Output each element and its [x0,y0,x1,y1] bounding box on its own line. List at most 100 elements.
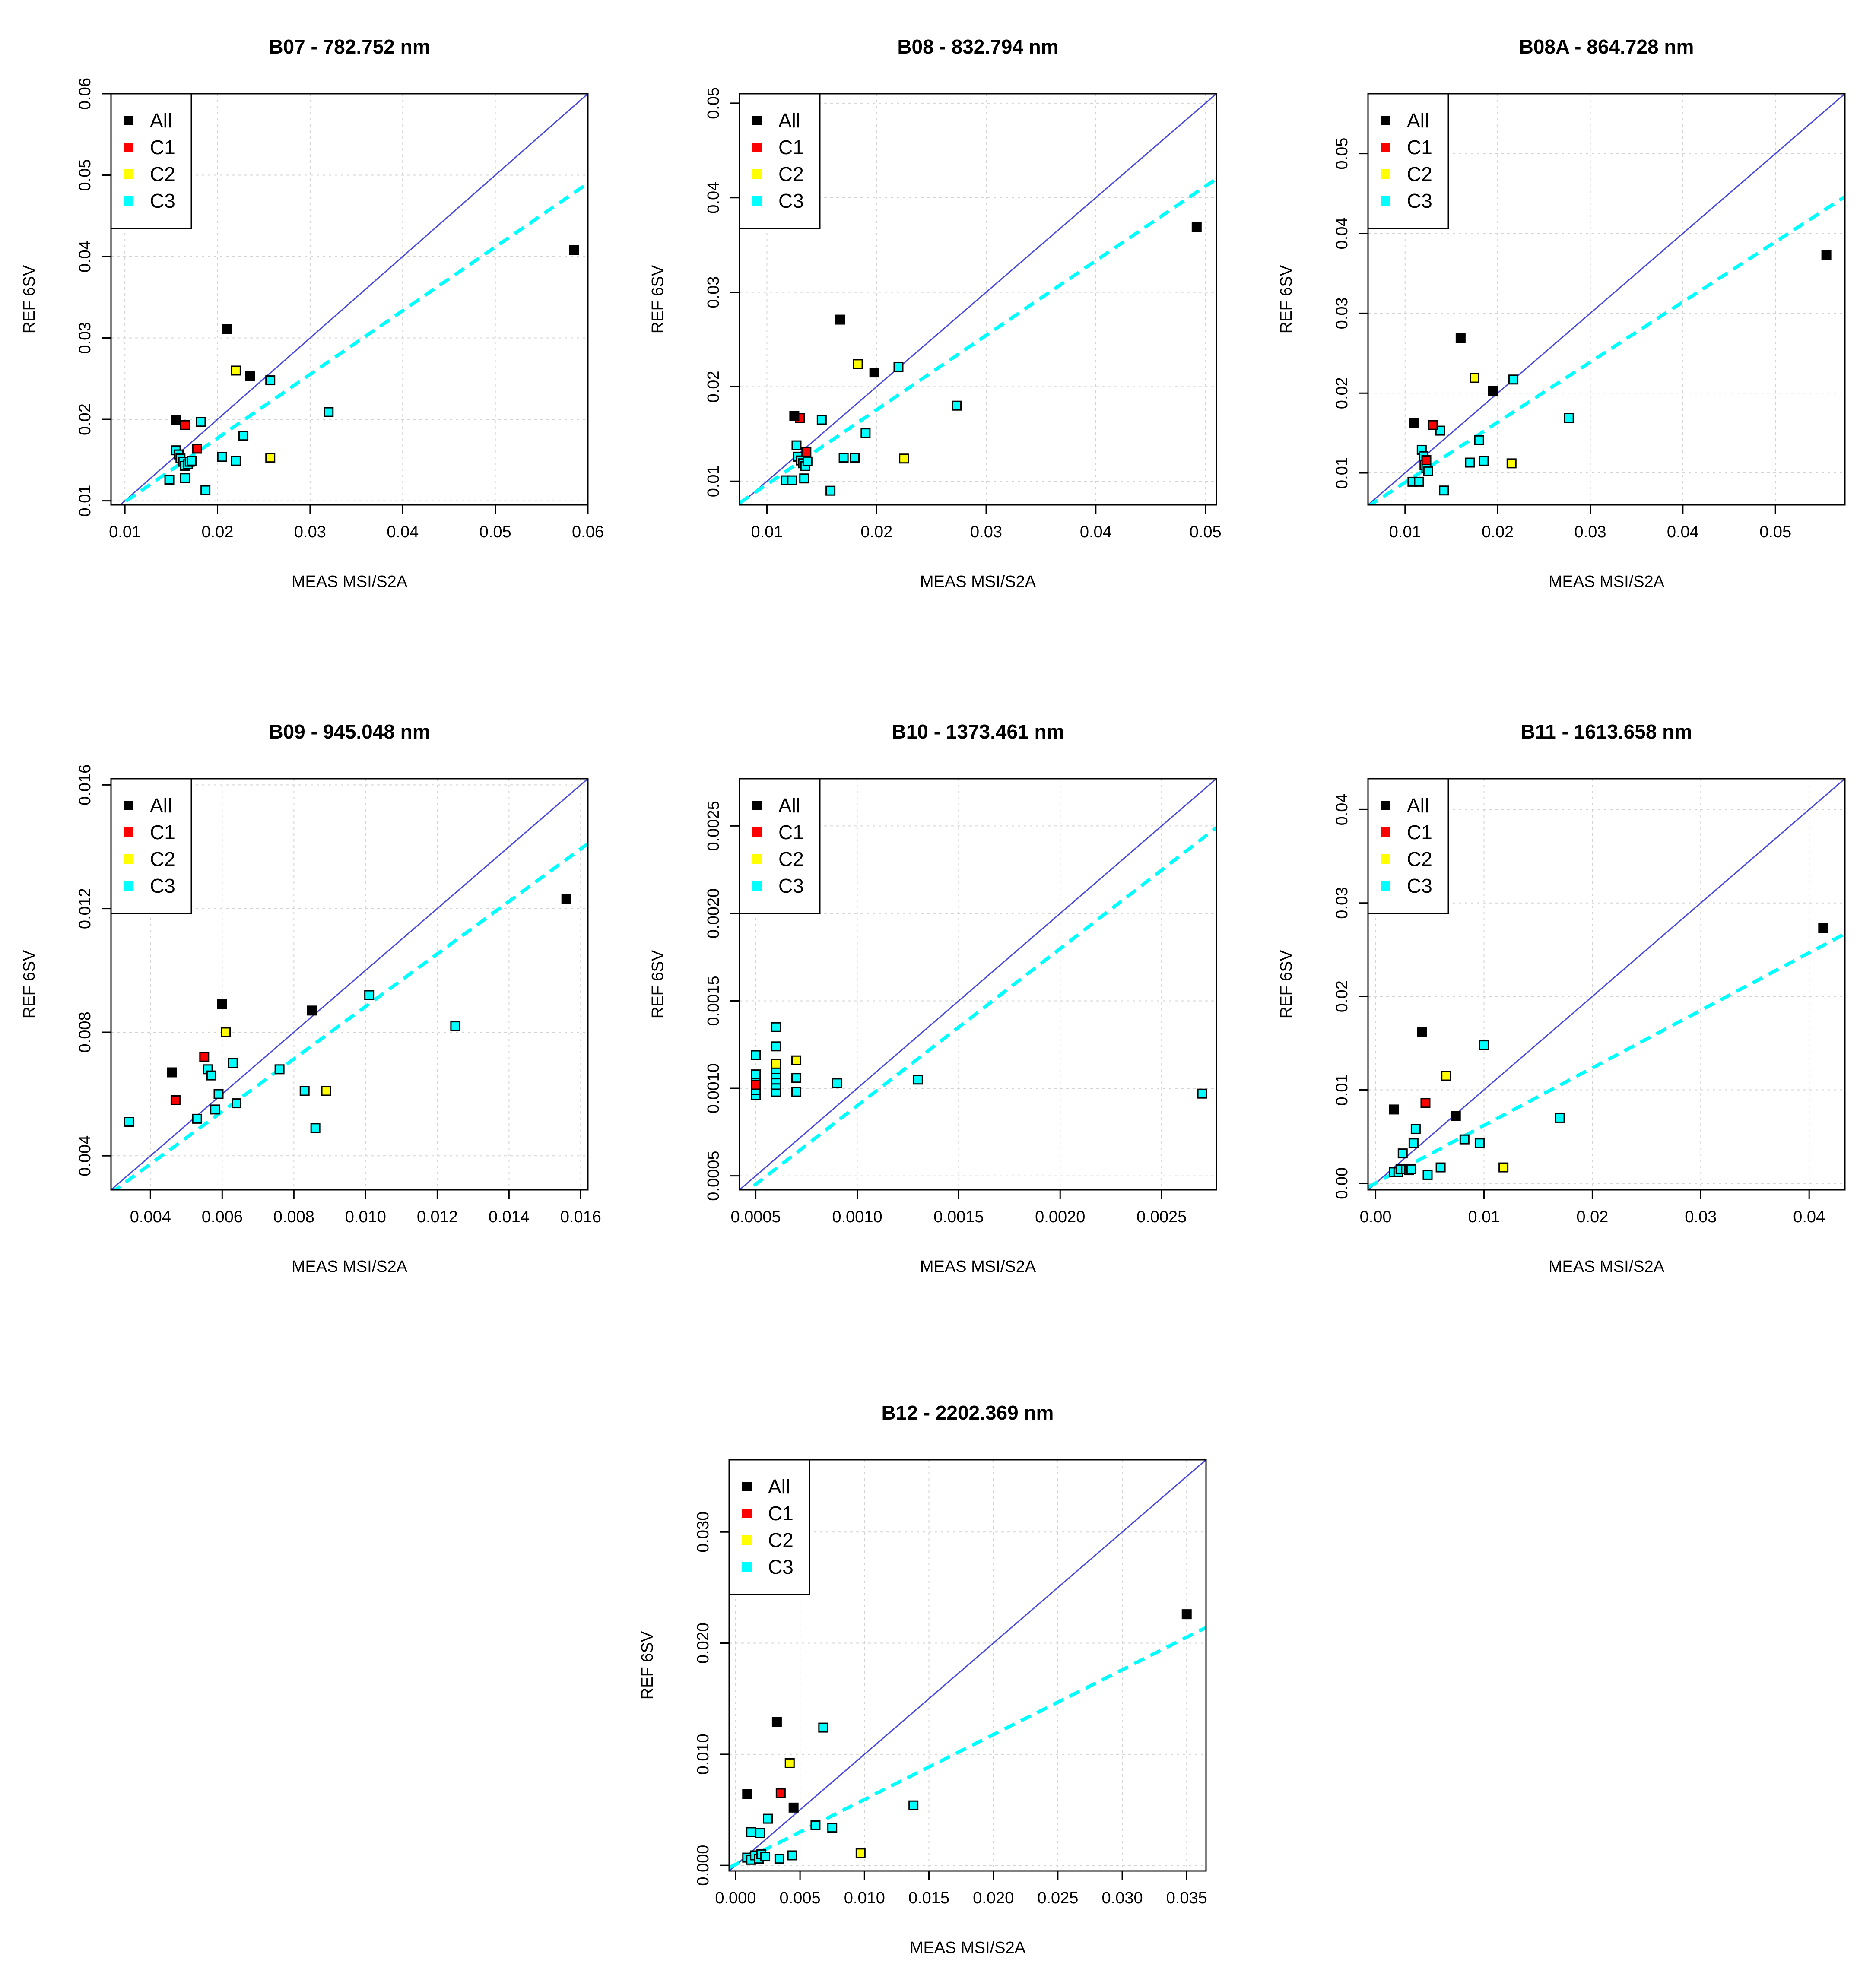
point-c3 [164,475,175,485]
point-all [789,411,800,421]
point-c3 [231,456,241,466]
x-tick-label: 0.025 [1037,1889,1078,1907]
x-tick-label: 0.012 [417,1208,458,1226]
x-tick-label: 0.04 [1793,1208,1825,1226]
legend-label-c2: C2 [778,848,804,870]
point-all [222,324,232,334]
point-all [561,894,571,904]
chart-title: B07 - 782.752 nm [269,35,430,58]
plot-frame [1367,778,1846,1191]
point-all [217,999,227,1010]
legend-swatch-c2 [742,1535,752,1545]
legend-swatch-all [752,801,762,810]
fit-line-c3 [1368,932,1845,1189]
fit-line-c3 [1368,195,1845,505]
point-c3 [364,990,375,1000]
point-all [835,314,845,325]
point-c3 [192,1113,202,1124]
x-tick-label: 0.01 [109,523,141,541]
point-all [569,245,579,255]
x-tick-label: 0.005 [780,1889,821,1907]
point-c1 [751,1080,761,1090]
legend-label-c3: C3 [1407,190,1432,212]
y-axis-label: REF 6SV [649,950,667,1018]
fit-line-c3 [746,826,1216,1190]
x-tick-label: 0.05 [1190,523,1222,541]
legend-swatch-c2 [124,854,133,864]
legend-label-c1: C1 [768,1502,794,1525]
point-c3 [1408,1138,1419,1148]
point-c3 [755,1828,765,1839]
y-axis-label: REF 6SV [638,1631,657,1699]
point-c3 [751,1050,761,1060]
point-all [771,1717,782,1727]
x-tick-label: 0.01 [1468,1208,1500,1226]
x-tick-label: 0.04 [1667,523,1699,541]
point-c3 [232,1098,242,1109]
y-tick-label: 0.03 [1333,297,1351,329]
legend-label-all: All [1407,109,1429,132]
point-c3 [1435,1162,1446,1173]
point-c2 [231,365,241,376]
legend-swatch-all [752,116,762,125]
point-c1 [801,447,812,457]
point-c3 [1397,1148,1408,1159]
point-c3 [787,1850,797,1861]
point-c1 [1428,420,1438,430]
chart-title: B09 - 945.048 nm [269,720,430,743]
point-c3 [1197,1088,1207,1099]
y-tick-label: 0.0020 [705,888,723,938]
x-tick-label: 0.03 [1685,1208,1717,1226]
legend-swatch-all [124,801,133,810]
chart-title: B08 - 832.794 nm [897,35,1058,58]
x-tick-label: 0.02 [202,523,234,541]
point-c3 [1459,1134,1470,1145]
y-tick-label: 0.0010 [705,1063,723,1113]
legend-label-c3: C3 [1407,875,1432,897]
point-c3 [180,473,190,483]
point-c3 [774,1854,784,1864]
point-c3 [838,453,849,463]
point-c2 [899,453,909,464]
legend: All C1 C2 C3 [739,778,821,914]
legend-swatch-c2 [124,169,133,179]
legend-label-c3: C3 [150,190,175,212]
point-c2 [321,1086,331,1096]
point-c3 [200,485,211,495]
x-tick-label: 0.035 [1166,1889,1207,1907]
plot-frame [110,93,589,506]
y-tick-label: 0.03 [705,276,723,308]
legend-label-all: All [768,1475,790,1498]
legend-label-c2: C2 [150,163,175,185]
point-c1 [775,1788,786,1798]
legend-label-c1: C1 [778,821,804,843]
point-c3 [791,1087,802,1097]
y-tick-label: 0.02 [1333,377,1351,409]
y-tick-label: 0.010 [694,1734,712,1775]
point-all [171,415,181,425]
x-tick-label: 0.015 [908,1889,949,1907]
x-tick-label: 0.010 [844,1889,885,1907]
legend-label-c1: C1 [778,136,804,159]
point-all [869,368,879,378]
point-c3 [274,1064,285,1075]
x-tick-label: 0.008 [273,1208,314,1226]
y-tick-label: 0.01 [76,485,94,517]
plot-frame [1367,93,1846,506]
point-c3 [1414,476,1424,487]
point-c3 [196,417,206,427]
point-all [1451,1111,1461,1121]
point-c3 [799,473,809,484]
x-tick-label: 0.02 [860,523,892,541]
y-tick-label: 0.03 [1333,887,1351,919]
legend-label-all: All [1407,794,1429,817]
y-tick-label: 0.012 [76,888,94,929]
chart-title: B11 - 1613.658 nm [1521,720,1692,743]
y-axis-label: REF 6SV [1277,265,1295,333]
panel-6: 0.00 0.01 0.02 0.03 0.04 0.00 0.01 0.02 0.03 0.04… [1277,720,1846,1276]
legend-swatch-c2 [1381,854,1390,864]
point-c3 [1422,1170,1433,1180]
point-c1 [1420,1098,1431,1108]
point-c3 [265,375,276,386]
